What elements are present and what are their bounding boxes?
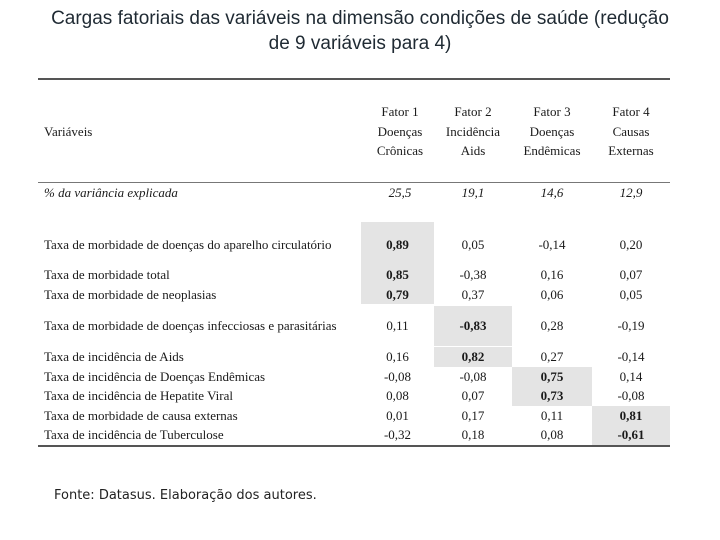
loading-cell: 0,17 xyxy=(461,407,485,423)
loading-cell: 0,18 xyxy=(461,427,485,442)
factor-3-line-3: Endêmicas xyxy=(523,143,581,158)
variable-label: Taxa de incidência de Aids xyxy=(44,349,184,364)
loading-cell: -0,61 xyxy=(592,425,670,445)
loading-cell: -0,14 xyxy=(538,237,566,252)
factor-4-line-1: Fator 4 xyxy=(612,104,650,119)
factor-2-line-1: Fator 2 xyxy=(454,104,492,119)
page-title: Cargas fatoriais das variáveis na dimens… xyxy=(10,6,710,56)
loading-cell: 0,27 xyxy=(540,349,564,364)
loading-cell: 0,89 xyxy=(361,222,434,268)
table-bottom-rule xyxy=(38,445,670,447)
title-line-1: Cargas fatoriais das variáveis na dimens… xyxy=(51,8,669,29)
factor-4-line-2: Causas xyxy=(612,123,650,139)
loading-cell: -0,08 xyxy=(617,388,645,403)
variance-factor-1: 25,5 xyxy=(388,185,412,200)
loading-cell: 0,14 xyxy=(619,368,643,384)
loading-cell: 0,16 xyxy=(540,267,564,282)
loading-cell-group: 0,16 0,06 xyxy=(512,265,592,304)
factor-2-header: Fator 2 Incidência Aids xyxy=(434,102,512,162)
factor-1-line-3: Crônicas xyxy=(376,143,424,158)
variable-label: Taxa de morbidade total xyxy=(44,267,170,282)
variable-label: Taxa de incidência de Tuberculose xyxy=(44,427,224,442)
loading-cell: -0,38 xyxy=(459,267,487,282)
loading-cell: 0,05 xyxy=(619,286,643,302)
loading-cell: 0,20 xyxy=(619,237,643,252)
variance-factor-2: 19,1 xyxy=(461,185,485,200)
factor-1-line-2: Doenças xyxy=(377,123,423,139)
loading-cell: -0,08 xyxy=(383,368,412,384)
loading-cell: -0,32 xyxy=(383,427,412,442)
loading-cell: 0,11 xyxy=(386,318,409,333)
factor-1-line-1: Fator 1 xyxy=(381,104,419,119)
variable-label: Taxa de incidência de Doenças Endêmicas xyxy=(44,368,266,384)
loading-cell: -0,14 xyxy=(617,349,645,364)
factor-2-line-2: Incidência xyxy=(445,123,501,139)
loading-cell: 0,16 xyxy=(386,349,409,364)
loading-cell: 0,07 xyxy=(619,267,643,282)
loading-cell: 0,06 xyxy=(540,286,564,302)
loading-cell: -0,08 xyxy=(459,368,487,384)
loading-cell: 0,08 xyxy=(540,427,564,442)
factor-4-line-3: Externas xyxy=(608,143,654,158)
header-rule xyxy=(38,182,670,183)
factor-3-line-2: Doenças xyxy=(529,123,575,139)
factor-3-header: Fator 3 Doenças Endêmicas xyxy=(512,102,592,162)
loading-cell: 0,73 xyxy=(512,386,592,406)
loading-cell: 0,11 xyxy=(540,407,564,423)
variable-label: Taxa de incidência de Hepatite Viral xyxy=(44,388,234,403)
loading-cell: 0,28 xyxy=(540,318,564,333)
factor-4-header: Fator 4 Causas Externas xyxy=(592,102,670,162)
variance-factor-4: 12,9 xyxy=(619,185,643,200)
loading-cell: 0,08 xyxy=(386,388,409,403)
loading-cell: 0,81 xyxy=(592,405,670,425)
loading-cell: 0,05 xyxy=(461,237,485,252)
factor-2-line-3: Aids xyxy=(460,143,486,158)
loading-cell: 0,82 xyxy=(434,347,512,367)
title-line-2: de 9 variáveis para 4) xyxy=(268,33,452,54)
loading-cell-group: 0,07 0,05 xyxy=(592,265,670,304)
factor-3-line-1: Fator 3 xyxy=(533,104,571,119)
loading-cell: 0,85 xyxy=(386,267,409,282)
table-top-rule xyxy=(38,78,670,80)
loading-cell: -0,83 xyxy=(434,306,512,346)
loading-cell-group: 0,85 0,79 xyxy=(361,265,434,304)
source-note: Fonte: Datasus. Elaboração dos autores. xyxy=(54,488,317,503)
loading-cell: 0,37 xyxy=(461,286,485,302)
variable-label: Taxa de morbidade de causa externas xyxy=(44,407,238,423)
variance-label: % da variância explicada xyxy=(44,185,178,200)
variable-label: Taxa de morbidade de doenças infecciosas… xyxy=(44,318,337,333)
variables-header: Variáveis xyxy=(44,124,93,139)
factor-1-header: Fator 1 Doenças Crônicas xyxy=(361,102,439,162)
loading-cell: 0,07 xyxy=(461,388,485,403)
variance-factor-3: 14,6 xyxy=(540,185,564,200)
loading-cell: 0,75 xyxy=(512,366,592,386)
variable-label: Taxa de morbidade de neoplasias xyxy=(44,287,217,302)
loading-cell: 0,79 xyxy=(386,286,409,302)
loading-cell-group: -0,38 0,37 xyxy=(434,265,512,304)
loading-cell: -0,19 xyxy=(617,318,645,333)
loading-cell: 0,01 xyxy=(386,407,409,423)
variable-label: Taxa de morbidade de doenças do aparelho… xyxy=(44,237,332,252)
